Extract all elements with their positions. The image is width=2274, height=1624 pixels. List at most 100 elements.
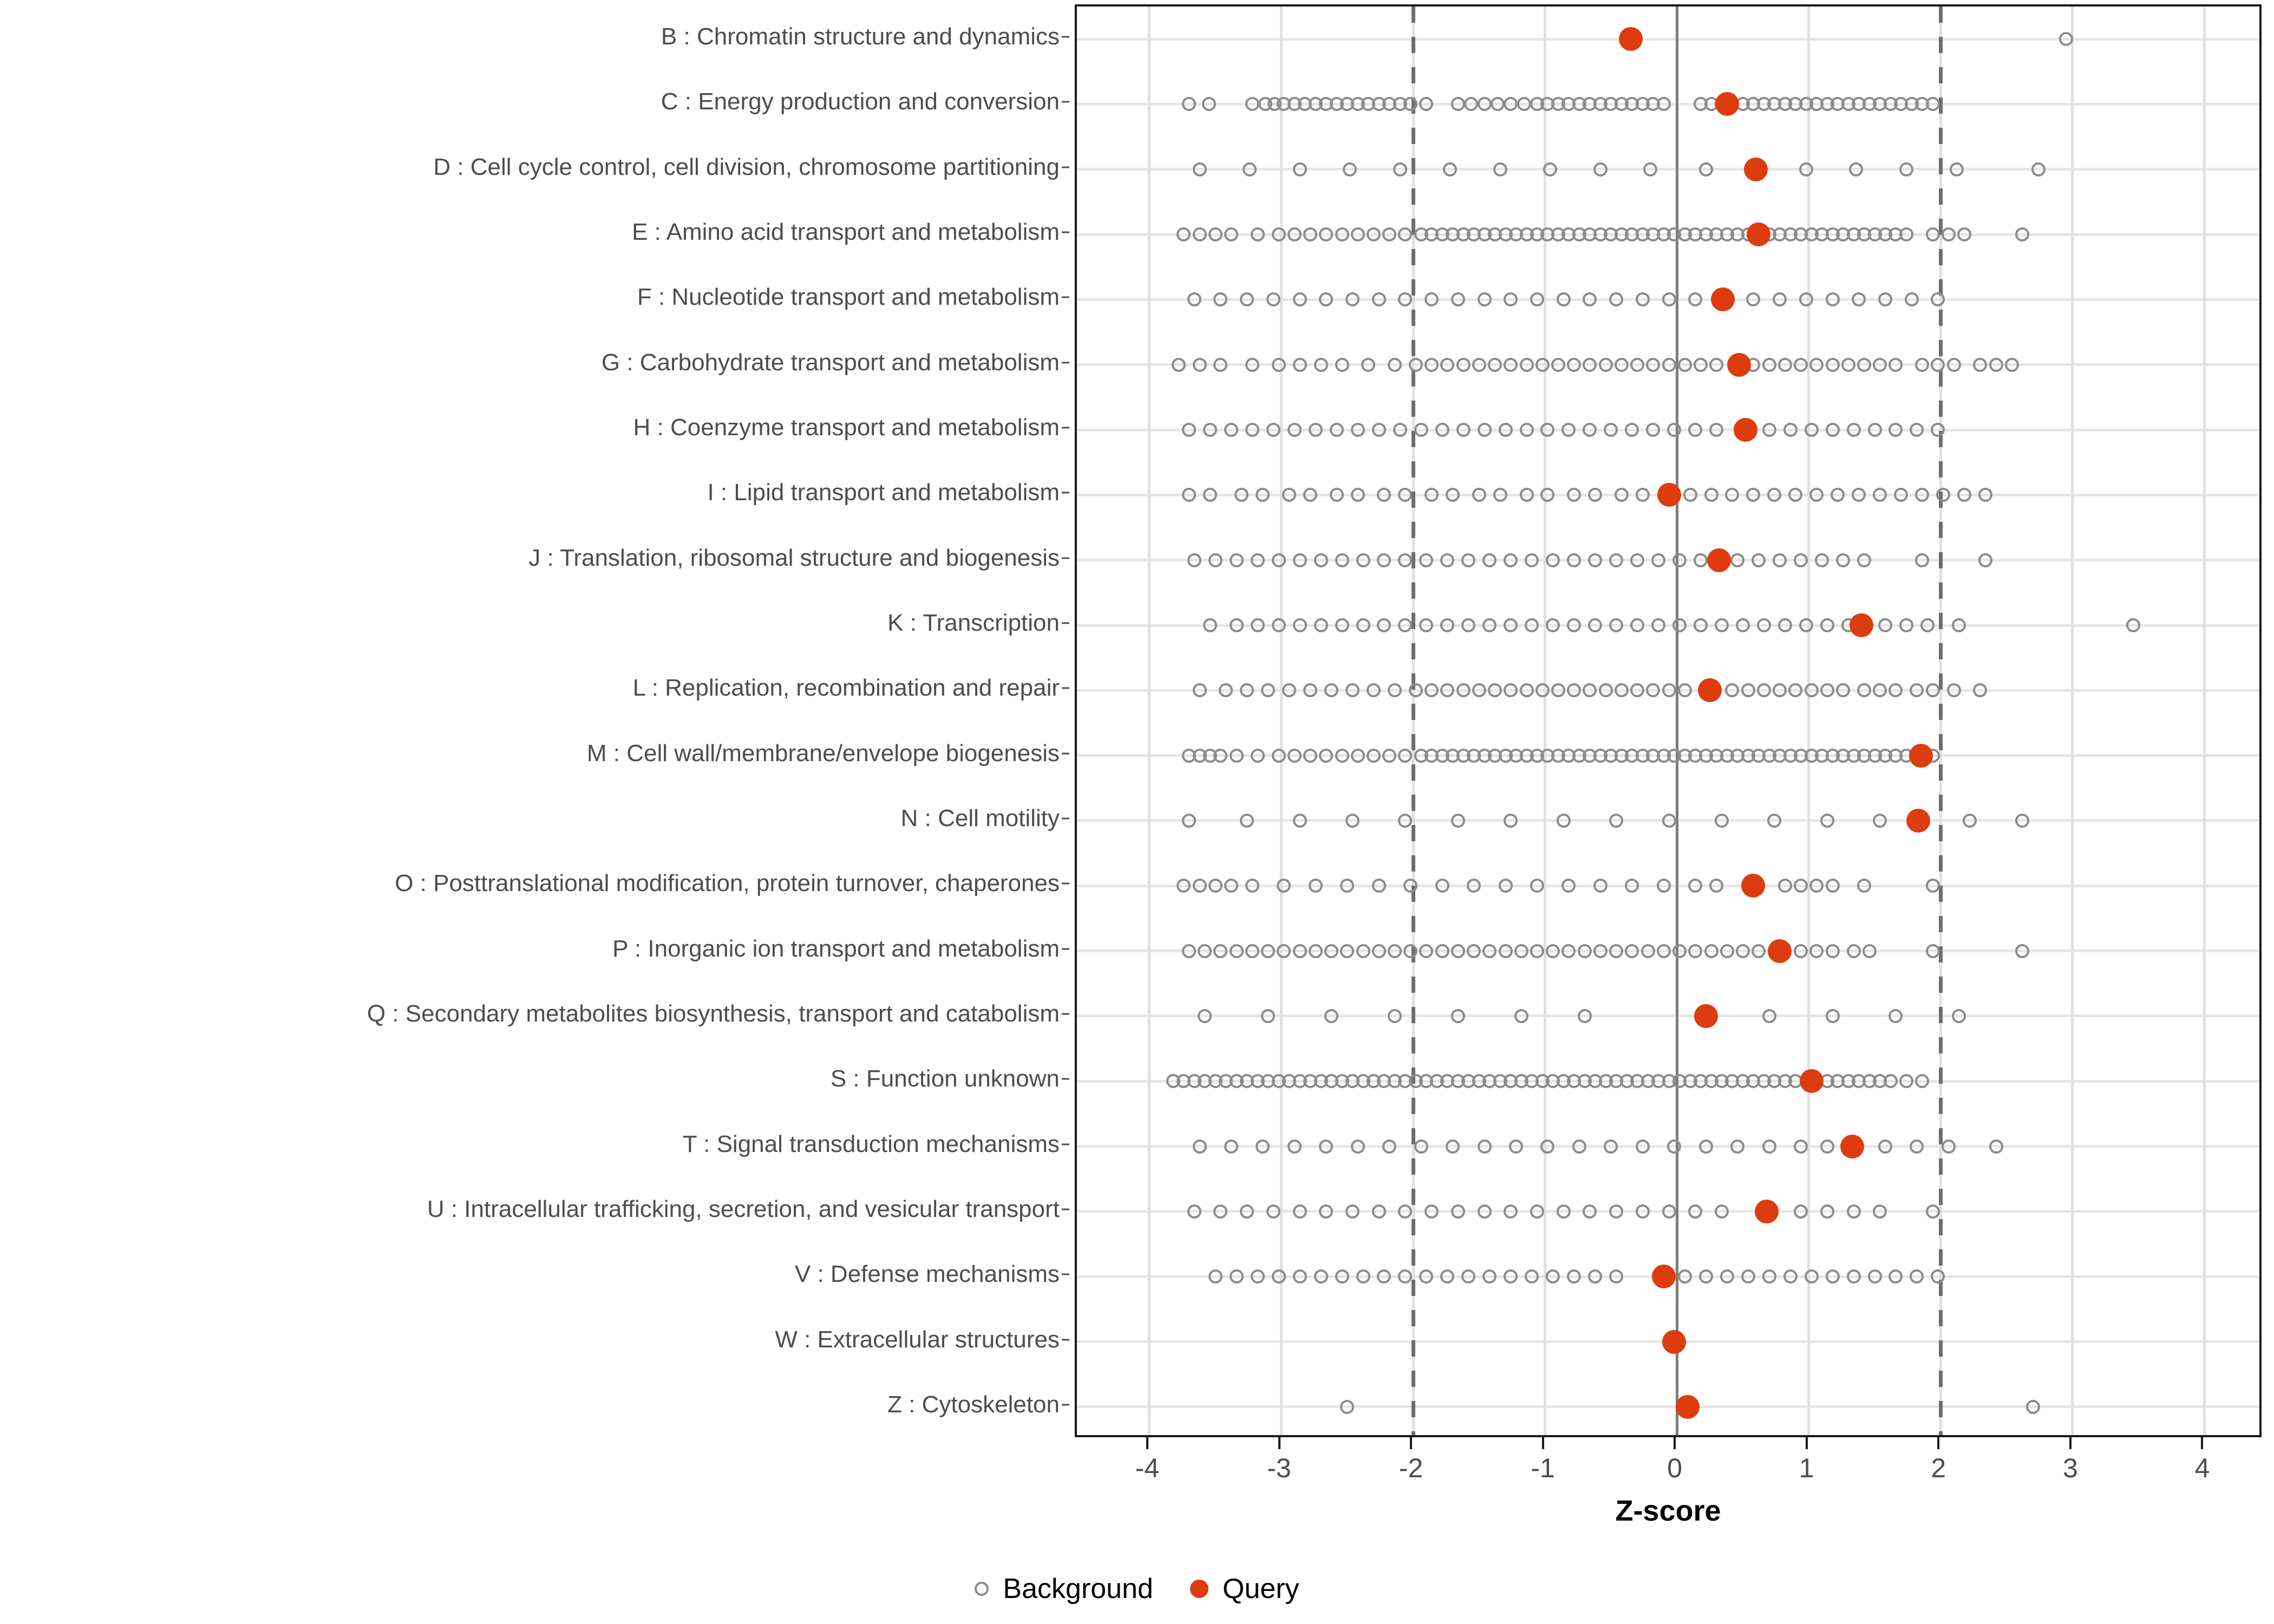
background-point: [1229, 618, 1244, 633]
background-point: [1752, 553, 1766, 567]
background-point: [1946, 357, 1961, 372]
background-point: [1662, 357, 1676, 372]
background-point: [1519, 357, 1534, 372]
background-point: [1250, 227, 1265, 242]
background-point: [2004, 357, 2019, 372]
query-point[interactable]: [1694, 1004, 1718, 1028]
query-point[interactable]: [1662, 1330, 1687, 1354]
query-point[interactable]: [1909, 743, 1933, 768]
query-point[interactable]: [1707, 548, 1731, 572]
query-point[interactable]: [1799, 1069, 1824, 1093]
query-point[interactable]: [1744, 157, 1768, 181]
query-point[interactable]: [1906, 808, 1930, 833]
query-point[interactable]: [1715, 92, 1739, 116]
background-point: [1329, 423, 1344, 437]
background-point: [1925, 683, 1940, 698]
background-point: [1535, 683, 1550, 698]
background-point: [1482, 944, 1497, 958]
background-point: [1643, 162, 1658, 176]
legend-item[interactable]: Query: [1190, 1573, 1299, 1605]
background-point: [1229, 1269, 1244, 1284]
background-point: [1725, 683, 1740, 698]
background-point: [1271, 553, 1286, 567]
background-point: [1382, 227, 1397, 242]
background-point: [1598, 357, 1613, 372]
x-axis-title: Z-score: [1615, 1495, 1721, 1527]
background-point: [1324, 683, 1339, 698]
query-point[interactable]: [1657, 483, 1681, 507]
background-point: [1335, 553, 1349, 567]
background-point: [1340, 1399, 1355, 1414]
background-point: [1240, 683, 1254, 698]
background-point: [1398, 488, 1413, 502]
background-point: [1735, 618, 1750, 633]
background-point: [1825, 423, 1840, 437]
x-axis-tick-label: 4: [2194, 1453, 2210, 1483]
background-point: [1292, 1269, 1307, 1284]
background-point: [1577, 944, 1592, 958]
background-point: [1377, 488, 1391, 502]
background-point: [1878, 618, 1892, 633]
background-point: [1192, 357, 1207, 372]
query-point[interactable]: [1698, 678, 1722, 703]
background-point: [1949, 162, 1964, 176]
background-point: [1245, 97, 1259, 112]
background-point: [1213, 1204, 1228, 1219]
query-point[interactable]: [1675, 1394, 1700, 1419]
background-point: [1398, 553, 1413, 567]
query-point[interactable]: [1618, 27, 1643, 51]
query-point[interactable]: [1711, 287, 1735, 312]
background-point: [1504, 97, 1518, 112]
background-point: [1677, 1269, 1692, 1284]
background-point: [1403, 97, 1418, 112]
background-point: [1504, 618, 1518, 633]
query-point[interactable]: [1840, 1134, 1865, 1158]
background-point: [1319, 227, 1334, 242]
background-point: [1698, 1139, 1713, 1154]
background-point: [1382, 1139, 1397, 1154]
background-point: [1667, 423, 1682, 437]
background-point: [1287, 748, 1302, 763]
background-point: [1752, 944, 1766, 958]
query-point[interactable]: [1850, 613, 1874, 638]
query-point[interactable]: [1754, 1199, 1779, 1223]
background-point: [1910, 423, 1924, 437]
background-point: [1889, 1009, 1903, 1023]
background-point: [1788, 683, 1803, 698]
y-axis-label-column: B : Chromatin structure and dynamics C : …: [0, 0, 1069, 1440]
x-axis-tick-mark: [1146, 1437, 1148, 1449]
background-point: [1314, 357, 1328, 372]
background-point: [1762, 423, 1776, 437]
background-point: [1525, 553, 1539, 567]
query-point[interactable]: [1741, 874, 1766, 898]
background-point: [2015, 813, 2030, 828]
background-point: [1704, 488, 1718, 502]
grid-line-horizontal: [1077, 168, 2259, 171]
background-point: [1387, 944, 1402, 958]
background-point: [1198, 1009, 1212, 1023]
background-point: [1266, 423, 1280, 437]
legend-key-query-icon: [1190, 1580, 1208, 1598]
y-axis-tick-mark: [1062, 817, 1069, 820]
background-point: [1857, 879, 1872, 893]
background-point: [1773, 683, 1787, 698]
x-axis: -4 -3 -2 -1 0 1 2 3 4: [1075, 1437, 2262, 1546]
background-point: [1825, 1009, 1840, 1023]
query-point[interactable]: [1768, 939, 1792, 963]
background-point: [1261, 944, 1276, 958]
y-axis-tick-mark: [1062, 882, 1069, 885]
legend-item[interactable]: Background: [975, 1573, 1153, 1605]
query-point[interactable]: [1733, 418, 1757, 442]
background-point: [1709, 357, 1724, 372]
x-axis-tick-mark: [1278, 1437, 1280, 1449]
background-point: [1440, 618, 1455, 633]
background-point: [1303, 748, 1318, 763]
background-point: [1229, 944, 1244, 958]
query-point[interactable]: [1747, 222, 1771, 247]
background-point: [1530, 292, 1544, 307]
background-point: [1477, 292, 1492, 307]
query-point[interactable]: [1651, 1265, 1676, 1289]
query-point[interactable]: [1727, 352, 1751, 377]
background-point: [1509, 1139, 1524, 1154]
background-point: [1271, 357, 1286, 372]
